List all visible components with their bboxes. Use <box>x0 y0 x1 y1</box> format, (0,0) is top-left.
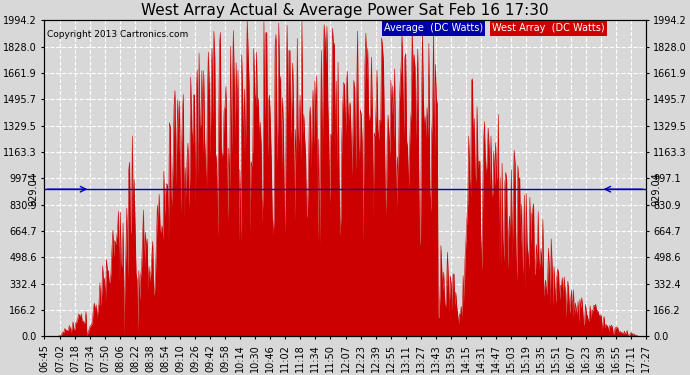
Text: Copyright 2013 Cartronics.com: Copyright 2013 Cartronics.com <box>48 30 188 39</box>
Text: 929.04: 929.04 <box>28 172 38 206</box>
Text: Average  (DC Watts): Average (DC Watts) <box>384 24 483 33</box>
Text: 929.04: 929.04 <box>652 172 662 206</box>
Text: West Array  (DC Watts): West Array (DC Watts) <box>493 24 605 33</box>
Title: West Array Actual & Average Power Sat Feb 16 17:30: West Array Actual & Average Power Sat Fe… <box>141 3 549 18</box>
